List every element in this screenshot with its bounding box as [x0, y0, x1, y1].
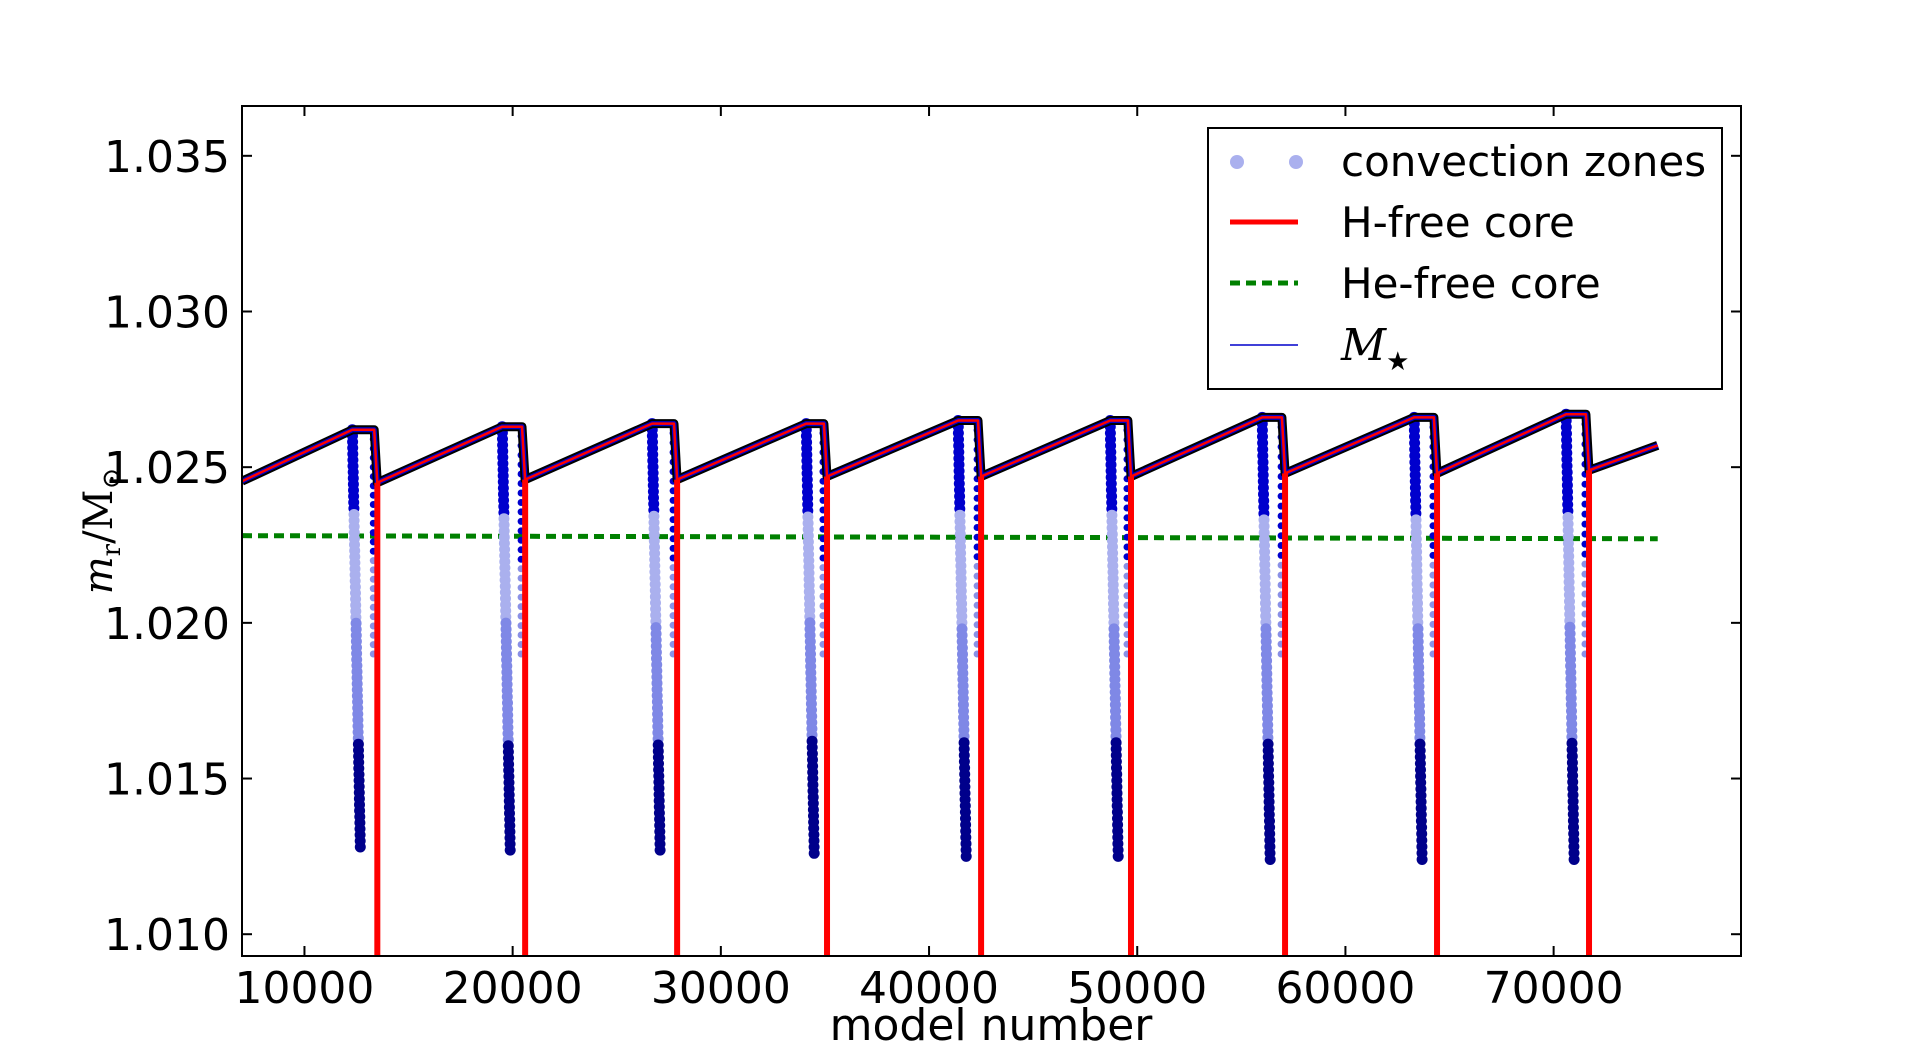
convection-point — [654, 844, 666, 856]
convection-point — [1112, 850, 1124, 862]
y-tick-label-1: 1.015 — [104, 755, 230, 806]
legend-entry-convection-zones: convection zones — [1230, 137, 1706, 186]
convection-zone-4 — [800, 418, 827, 859]
convection-point — [504, 844, 516, 856]
convection-point — [1264, 854, 1276, 865]
legend-label-mstar: M★ — [1340, 320, 1409, 377]
legend-entry-h-free-core: H-free core — [1230, 198, 1575, 247]
svg-text:mr/M⊙: mr/M⊙ — [76, 468, 127, 595]
convection-point — [1568, 854, 1580, 865]
legend-marker-convection-1 — [1230, 155, 1244, 169]
legend-entry-he-free-core: He-free core — [1230, 259, 1601, 308]
y-axis-label-sub-r: r — [97, 543, 127, 556]
convection-point — [960, 850, 972, 862]
y-axis-label-m: m — [76, 556, 122, 594]
h-free-core-line — [242, 412, 1659, 484]
y-tick-label-5: 1.035 — [104, 132, 230, 183]
he-free-core-line — [242, 533, 1658, 542]
convection-point — [1416, 854, 1428, 865]
x-tick-label-6: 70000 — [1484, 963, 1624, 1014]
legend-label-h-free-core: H-free core — [1341, 198, 1575, 247]
x-tick-label-2: 30000 — [651, 963, 791, 1014]
legend-marker-convection-2 — [1289, 155, 1303, 169]
x-tick-label-4: 50000 — [1067, 963, 1207, 1014]
y-tick-label-0: 1.010 — [104, 910, 230, 961]
x-tick-label-0: 10000 — [234, 963, 374, 1014]
y-tick-label-3: 1.025 — [104, 443, 230, 494]
y-tick-label-4: 1.030 — [104, 287, 230, 338]
y-tick-label-2: 1.020 — [104, 599, 230, 650]
legend-label-he-free-core: He-free core — [1341, 259, 1601, 308]
legend-label-convection-zones: convection zones — [1341, 137, 1706, 186]
ticks-layer: 10000 20000 30000 40000 50000 60000 70000 1.010… — [104, 106, 1741, 1014]
convection-point — [354, 841, 366, 853]
legend-label-mstar-main: M — [1340, 320, 1387, 371]
y-axis-label-m-sun: /M — [76, 489, 122, 543]
convection-point — [808, 847, 820, 859]
x-tick-label-1: 20000 — [443, 963, 583, 1014]
x-axis-label: model number — [830, 1000, 1154, 1051]
legend-label-mstar-sub: ★ — [1386, 347, 1409, 377]
y-axis-label: mr/M⊙ — [76, 468, 127, 595]
legend-entry-mstar: M★ — [1230, 320, 1409, 377]
x-tick-label-3: 40000 — [859, 963, 999, 1014]
convection-zone-5 — [952, 415, 981, 862]
data-layer — [242, 408, 1660, 956]
x-tick-label-5: 60000 — [1275, 963, 1415, 1014]
plot-frame — [241, 105, 1742, 957]
legend: convection zones H-free core He-free cor… — [1207, 127, 1723, 390]
y-axis-label-sun-symbol: ⊙ — [97, 468, 127, 490]
